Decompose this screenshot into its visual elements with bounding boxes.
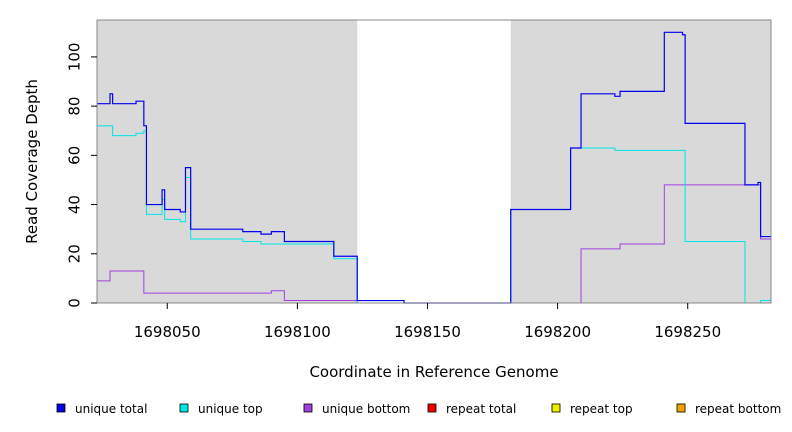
- legend-label: unique bottom: [322, 402, 410, 416]
- legend-swatch: [303, 403, 313, 413]
- x-tick-label: 1698200: [524, 323, 591, 341]
- legend-label: repeat top: [570, 402, 633, 416]
- x-tick-label: 1698050: [134, 323, 201, 341]
- series-line-unique-top: [97, 125, 771, 304]
- legend-item-unique-bottom: unique bottom: [303, 402, 410, 416]
- legend-label: unique top: [198, 402, 263, 416]
- x-tick-label: 1698250: [654, 323, 721, 341]
- y-tick-label: 40: [66, 195, 84, 214]
- y-tick-label: 100: [66, 43, 84, 72]
- x-axis: 1698050 1698100 1698150 1698200 1698250: [134, 303, 721, 341]
- legend-label: repeat bottom: [695, 402, 781, 416]
- legend-item-repeat-bottom: repeat bottom: [676, 402, 781, 416]
- x-axis-title: Coordinate in Reference Genome: [309, 363, 558, 381]
- series-line-unique-total: [97, 31, 771, 304]
- legend-swatch: [427, 403, 437, 413]
- legend-swatch: [179, 403, 189, 413]
- legend-item-unique-top: unique top: [179, 402, 263, 416]
- y-tick-label: 0: [66, 298, 84, 308]
- x-tick-label: 1698100: [264, 323, 331, 341]
- legend: unique total unique top unique bottom repea…: [56, 402, 781, 416]
- shaded-regions: [97, 20, 771, 303]
- plot-frame: [96, 19, 772, 304]
- legend-swatch: [676, 403, 686, 413]
- y-tick-label: 80: [66, 97, 84, 116]
- legend-item-unique-total: unique total: [56, 402, 147, 416]
- x-tick-label: 1698150: [394, 323, 461, 341]
- legend-item-repeat-total: repeat total: [427, 402, 516, 416]
- y-tick-label: 60: [66, 146, 84, 165]
- y-tick-label: 20: [66, 244, 84, 263]
- legend-label: repeat total: [446, 402, 516, 416]
- y-axis-title: Read Coverage Depth: [23, 79, 41, 244]
- legend-swatch: [56, 403, 66, 413]
- legend-item-repeat-top: repeat top: [551, 402, 633, 416]
- legend-swatch: [551, 403, 561, 413]
- legend-label: unique total: [75, 402, 147, 416]
- y-axis: 0 20 40 60 80 100: [66, 43, 97, 308]
- shaded-region-1: [97, 20, 358, 303]
- shaded-region-2: [510, 20, 771, 303]
